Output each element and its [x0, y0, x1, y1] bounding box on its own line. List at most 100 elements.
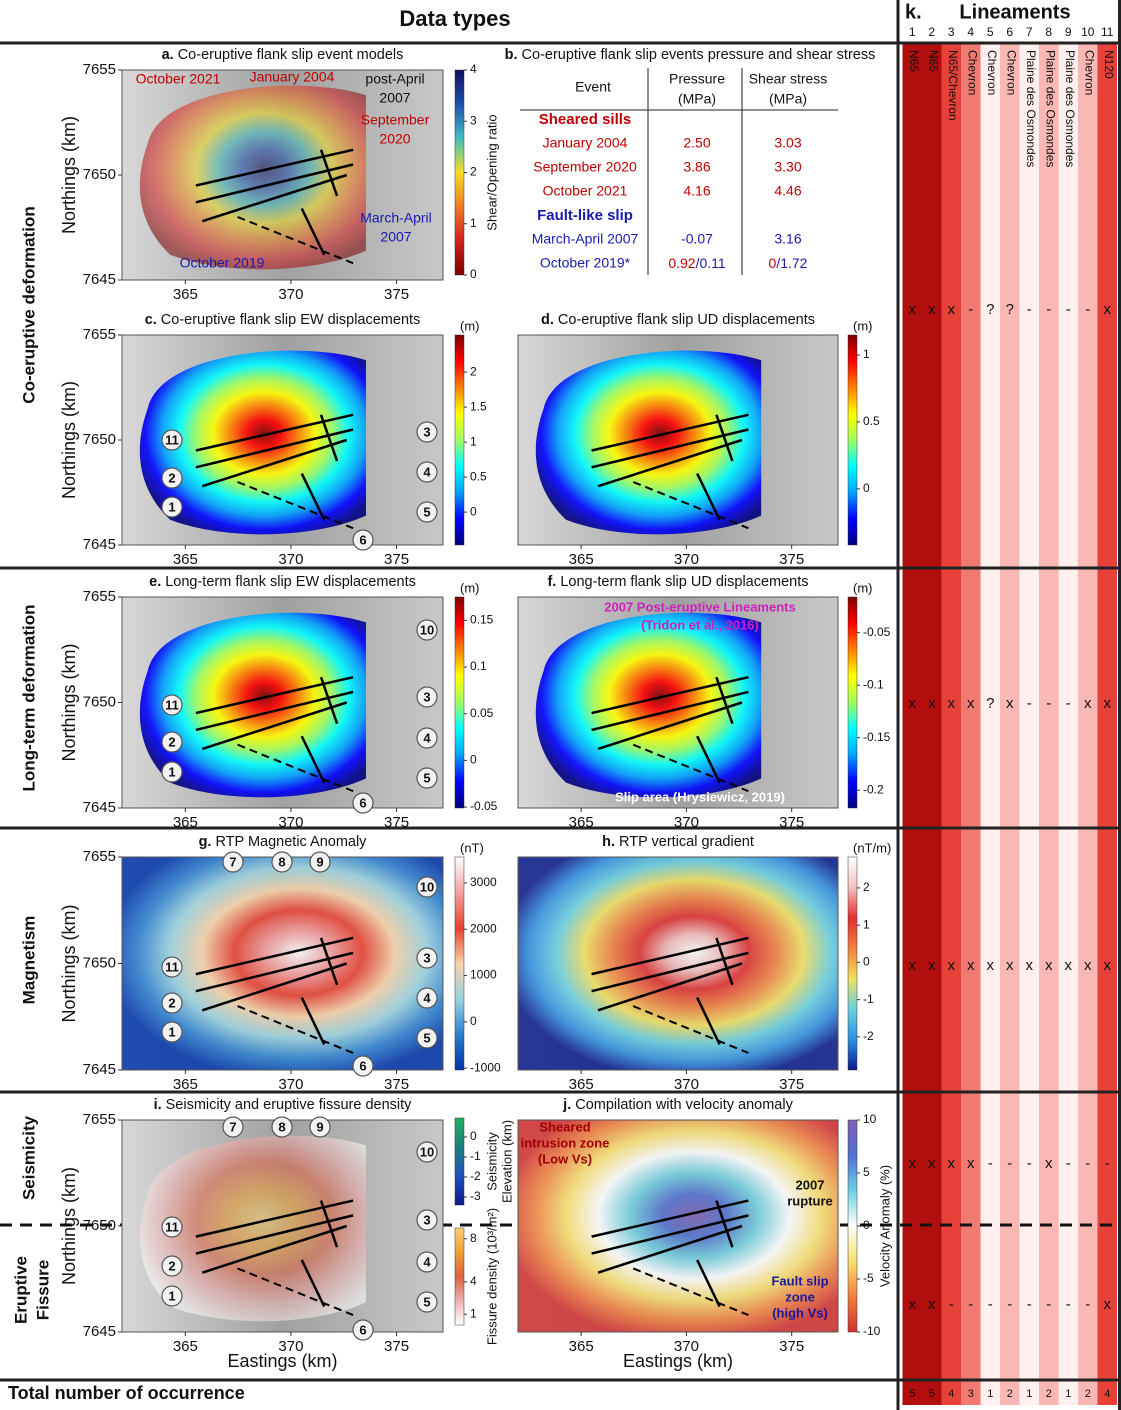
lineament-name: Chevron — [985, 50, 999, 95]
lineament-mark: - — [1085, 301, 1090, 318]
y-tick-label: 7655 — [83, 588, 116, 605]
y-tick-label: 7650 — [83, 166, 116, 183]
colorbar-tick-label: -0.05 — [470, 799, 498, 813]
table-cell: -0.07 — [681, 231, 713, 247]
colorbar — [455, 857, 464, 1070]
colorbar-label: Velocity Anomaly (%) — [877, 1165, 892, 1287]
x-tick-label: 370 — [278, 1076, 303, 1093]
lineament-total: 1 — [987, 1388, 993, 1400]
colorbar-tick-label: 0 — [470, 267, 477, 281]
x-tick-label: 365 — [569, 814, 594, 831]
y-axis-label: Northings (km) — [59, 381, 79, 499]
x-tick-label: 365 — [173, 814, 198, 831]
annotation: January 2004 — [250, 69, 335, 85]
y-axis-label: Northings (km) — [59, 1167, 79, 1285]
lineament-mark: - — [1027, 301, 1032, 318]
colorbar-tick-label: -10 — [863, 1324, 881, 1338]
annotation: October 2019 — [180, 255, 265, 271]
annotation: October 2021 — [136, 71, 221, 87]
table-cell: January 2004 — [543, 135, 628, 151]
table-cell: 0.92/0.11 — [668, 255, 726, 271]
colorbar-label: Seismicity — [484, 1132, 499, 1191]
x-tick-label: 370 — [674, 814, 699, 831]
lineament-marker-label: 9 — [316, 854, 323, 869]
colorbar-tick-label: 0.5 — [470, 469, 487, 483]
panel-title: a.Co-eruptive flank slip event models — [162, 47, 404, 63]
colorbar — [848, 597, 857, 808]
lineament-mark: ? — [1006, 301, 1014, 318]
annotation: zone — [785, 1289, 815, 1304]
section-label: Eruptive — [11, 1256, 30, 1324]
lineament-mark: x — [987, 957, 995, 974]
colorbar-tick-label: 0.1 — [470, 659, 487, 673]
lineament-marker-label: 11 — [165, 697, 179, 712]
lineament-name: Chevron — [1083, 50, 1097, 95]
lineament-name: Plaine des Osmondes — [1044, 50, 1058, 167]
lineament-total: 1 — [1065, 1388, 1071, 1400]
lineament-column — [922, 43, 942, 1405]
y-tick-label: 7650 — [83, 954, 116, 971]
lineament-marker-label: 1 — [168, 1288, 175, 1303]
colorbar-label: Fissure density (10³/m²) — [484, 1208, 499, 1345]
lineament-column — [1020, 43, 1040, 1405]
lineament-number: 7 — [1026, 25, 1033, 39]
table-cell: October 2019* — [540, 255, 631, 271]
x-tick-label: 375 — [779, 551, 804, 568]
table-cell: 0/1.72 — [769, 255, 808, 271]
lineament-mark: x — [909, 957, 917, 974]
x-tick-label: 365 — [569, 551, 594, 568]
lineament-mark: x — [1084, 695, 1092, 712]
table-cell-part: 0.92 — [668, 255, 695, 271]
lineament-mark: x — [1006, 695, 1014, 712]
lineament-marker-label: 8 — [278, 854, 285, 869]
colorbar-unit: (nT) — [460, 840, 484, 855]
lineament-marker-label: 5 — [423, 1030, 430, 1045]
colorbar-tick-label: -2 — [863, 1029, 874, 1043]
annotation: 2007 — [380, 229, 411, 245]
lineament-marker-label: 10 — [420, 1144, 434, 1159]
lineament-total: 5 — [909, 1388, 915, 1400]
lineament-mark: - — [988, 1155, 993, 1172]
y-axis-label: Northings (km) — [59, 116, 79, 234]
colorbar-tick-label: 1 — [863, 347, 870, 361]
panel-title: d.Co-eruptive flank slip UD displacement… — [541, 312, 815, 328]
lineament-marker-label: 4 — [423, 1254, 431, 1269]
lineament-marker-label: 3 — [423, 689, 430, 704]
colorbar — [455, 70, 464, 275]
colorbar-unit: (m) — [460, 318, 480, 333]
lineament-mark: - — [1066, 695, 1071, 712]
colorbar — [455, 1228, 464, 1325]
lineament-column — [1098, 43, 1118, 1405]
lineament-total: 2 — [1046, 1388, 1052, 1400]
lineament-marker-label: 10 — [420, 622, 434, 637]
x-tick-label: 370 — [674, 1076, 699, 1093]
lineament-marker-label: 4 — [423, 730, 431, 745]
lineament-marker-label: 2 — [168, 470, 175, 485]
table-cell: 4.46 — [774, 183, 801, 199]
lineament-column — [1039, 43, 1059, 1405]
lineament-mark: - — [1046, 695, 1051, 712]
lineament-column — [942, 43, 962, 1405]
lineament-marker-label: 1 — [168, 764, 175, 779]
x-tick-label: 365 — [173, 1076, 198, 1093]
panel-title-text: Co-eruptive flank slip UD displacements — [558, 312, 815, 328]
x-tick-label: 375 — [779, 1076, 804, 1093]
lineament-mark: - — [988, 1296, 993, 1313]
colorbar-tick-label: 5 — [863, 1165, 870, 1179]
lineament-mark: - — [949, 1296, 954, 1313]
map-data — [518, 857, 838, 1070]
lineament-mark: x — [1045, 957, 1053, 974]
annotation: 2007 — [379, 90, 410, 106]
lineament-total: 2 — [1007, 1388, 1013, 1400]
table-header: Event — [575, 79, 611, 95]
lineament-marker-label: 6 — [359, 1058, 366, 1073]
colorbar — [848, 335, 857, 545]
panel-letter: e. — [149, 574, 161, 590]
table-group: Sheared sills — [539, 111, 632, 128]
lineament-marker-label: 3 — [423, 1212, 430, 1227]
panel-title-text: Co-eruptive flank slip events pressure a… — [522, 47, 876, 63]
y-tick-label: 7655 — [83, 326, 116, 343]
lineament-total: 4 — [948, 1388, 954, 1400]
annotation: Sheared — [539, 1119, 590, 1134]
lineament-mark: x — [928, 1296, 936, 1313]
